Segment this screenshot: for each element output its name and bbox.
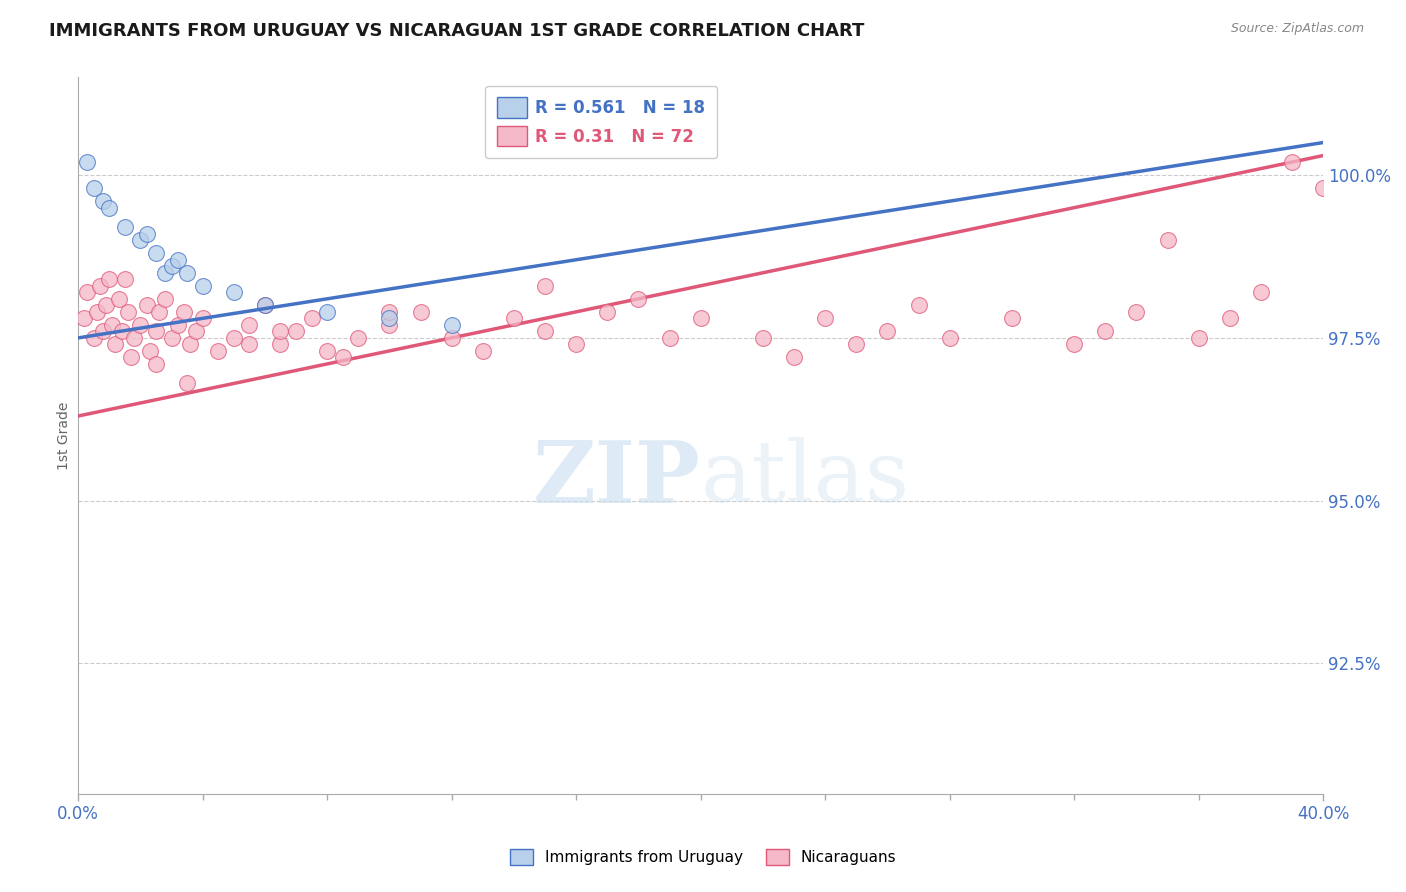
Point: [86, 305, 108, 319]
Point: [104, 337, 127, 351]
Point: [191, 278, 214, 293]
Point: [1094, 324, 1116, 338]
Point: [596, 305, 619, 319]
Point: [101, 318, 124, 332]
Point: [1250, 285, 1272, 300]
Point: [94, 298, 117, 312]
Point: [347, 331, 370, 345]
Point: [129, 318, 152, 332]
Point: [114, 272, 136, 286]
Point: [135, 298, 157, 312]
Legend: Immigrants from Uruguay, Nicaraguans: Immigrants from Uruguay, Nicaraguans: [503, 843, 903, 871]
Point: [107, 292, 129, 306]
Point: [98, 201, 121, 215]
Point: [160, 331, 183, 345]
Point: [378, 311, 401, 326]
Point: [752, 331, 775, 345]
Point: [98, 272, 121, 286]
Point: [440, 331, 463, 345]
Point: [627, 292, 650, 306]
Point: [155, 292, 177, 306]
Point: [907, 298, 929, 312]
Point: [89, 278, 111, 293]
Point: [534, 324, 557, 338]
Point: [471, 343, 494, 358]
Point: [253, 298, 276, 312]
Point: [565, 337, 588, 351]
Point: [83, 331, 105, 345]
Text: Source: ZipAtlas.com: Source: ZipAtlas.com: [1230, 22, 1364, 36]
Point: [207, 343, 229, 358]
Point: [176, 376, 198, 391]
Point: [378, 318, 401, 332]
Point: [1312, 181, 1334, 195]
Point: [1125, 305, 1147, 319]
Legend: R = 0.561   N = 18, R = 0.31   N = 72: R = 0.561 N = 18, R = 0.31 N = 72: [485, 86, 717, 158]
Point: [253, 298, 276, 312]
Point: [117, 305, 139, 319]
Point: [148, 305, 170, 319]
Point: [1001, 311, 1024, 326]
Point: [1156, 233, 1178, 247]
Point: [138, 343, 160, 358]
Point: [83, 181, 105, 195]
Point: [122, 331, 145, 345]
Point: [186, 324, 208, 338]
Point: [129, 233, 152, 247]
Point: [166, 252, 188, 267]
Point: [814, 311, 837, 326]
Point: [876, 324, 898, 338]
Point: [160, 260, 183, 274]
Point: [173, 305, 195, 319]
Point: [301, 311, 323, 326]
Point: [191, 311, 214, 326]
Point: [409, 305, 432, 319]
Y-axis label: 1st Grade: 1st Grade: [58, 401, 72, 470]
Point: [145, 324, 167, 338]
Point: [1063, 337, 1085, 351]
Point: [91, 194, 114, 209]
Point: [316, 305, 339, 319]
Point: [332, 351, 354, 365]
Point: [145, 246, 167, 260]
Point: [91, 324, 114, 338]
Point: [378, 305, 401, 319]
Point: [176, 266, 198, 280]
Point: [222, 285, 245, 300]
Point: [238, 318, 260, 332]
Point: [440, 318, 463, 332]
Text: ZIP: ZIP: [533, 436, 700, 521]
Point: [534, 278, 557, 293]
Point: [73, 311, 96, 326]
Point: [1188, 331, 1211, 345]
Point: [689, 311, 711, 326]
Point: [135, 227, 157, 241]
Point: [120, 351, 142, 365]
Point: [166, 318, 188, 332]
Point: [938, 331, 960, 345]
Point: [76, 285, 98, 300]
Point: [145, 357, 167, 371]
Point: [179, 337, 201, 351]
Point: [238, 337, 260, 351]
Point: [114, 220, 136, 235]
Point: [269, 324, 291, 338]
Text: IMMIGRANTS FROM URUGUAY VS NICARAGUAN 1ST GRADE CORRELATION CHART: IMMIGRANTS FROM URUGUAY VS NICARAGUAN 1S…: [49, 22, 865, 40]
Point: [502, 311, 524, 326]
Point: [1219, 311, 1241, 326]
Point: [222, 331, 245, 345]
Point: [658, 331, 681, 345]
Point: [269, 337, 291, 351]
Point: [1281, 155, 1303, 169]
Point: [783, 351, 806, 365]
Point: [845, 337, 868, 351]
Text: atlas: atlas: [700, 437, 910, 520]
Point: [76, 155, 98, 169]
Point: [155, 266, 177, 280]
Point: [285, 324, 308, 338]
Point: [111, 324, 134, 338]
Point: [316, 343, 339, 358]
